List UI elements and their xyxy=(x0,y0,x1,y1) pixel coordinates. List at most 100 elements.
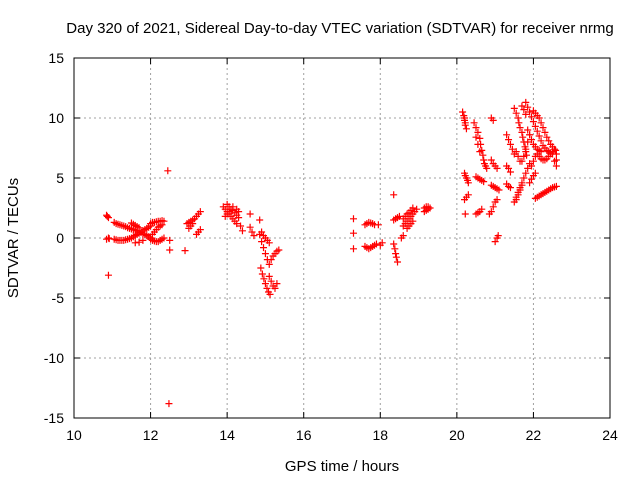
data-point xyxy=(480,178,488,186)
data-point xyxy=(476,148,484,156)
data-point xyxy=(512,109,520,117)
data-point xyxy=(372,240,380,248)
data-point xyxy=(524,103,532,111)
data-point xyxy=(537,148,545,156)
data-point xyxy=(526,131,534,139)
data-point xyxy=(472,133,480,141)
x-tick-label: 16 xyxy=(296,427,312,443)
data-point xyxy=(390,191,398,199)
data-point xyxy=(508,145,516,153)
data-point xyxy=(518,128,526,136)
data-point xyxy=(506,168,514,176)
y-tick-label: 0 xyxy=(56,230,64,246)
data-point xyxy=(539,124,547,132)
data-point xyxy=(392,253,400,261)
data-point xyxy=(261,280,269,288)
data-point xyxy=(537,137,545,145)
data-point xyxy=(374,221,382,229)
data-point xyxy=(461,119,469,127)
x-tick-label: 12 xyxy=(143,427,159,443)
data-point xyxy=(510,104,518,112)
data-point xyxy=(260,244,268,252)
data-point xyxy=(424,203,432,211)
data-point xyxy=(391,245,399,253)
data-point xyxy=(489,203,497,211)
data-point xyxy=(552,146,560,154)
data-point xyxy=(196,226,204,234)
data-point xyxy=(258,270,266,278)
data-point xyxy=(537,119,545,127)
plot-frame xyxy=(73,57,611,419)
data-point xyxy=(378,239,386,247)
data-point xyxy=(552,182,560,190)
data-point xyxy=(524,164,532,172)
data-point xyxy=(104,214,112,222)
data-point xyxy=(263,284,271,292)
y-tick-label: -10 xyxy=(44,350,64,366)
data-point xyxy=(238,227,246,235)
data-point xyxy=(526,179,534,187)
x-tick-label: 10 xyxy=(66,427,82,443)
data-point xyxy=(474,128,482,136)
data-point xyxy=(516,186,524,194)
data-point xyxy=(189,220,197,228)
x-axis-label: GPS time / hours xyxy=(285,458,399,475)
data-point xyxy=(103,212,111,220)
x-tick-label: 14 xyxy=(219,427,235,443)
data-point xyxy=(552,156,560,164)
data-point xyxy=(476,134,484,142)
data-point xyxy=(390,240,398,248)
data-point xyxy=(524,138,532,146)
data-point xyxy=(520,152,528,160)
data-point xyxy=(506,140,514,148)
data-point xyxy=(505,136,513,144)
data-point xyxy=(543,133,551,141)
data-point xyxy=(487,208,495,216)
data-point xyxy=(409,217,417,225)
data-point xyxy=(522,145,530,153)
data-point xyxy=(529,118,537,126)
data-point xyxy=(528,113,536,121)
data-point xyxy=(464,179,472,187)
data-point xyxy=(522,98,530,106)
data-point xyxy=(512,196,520,204)
data-point xyxy=(533,127,541,135)
data-point xyxy=(470,119,478,127)
data-point xyxy=(257,264,265,272)
y-tick-labels: 15 10 5 0 -5 -10 -15 xyxy=(44,50,64,426)
data-point xyxy=(181,247,189,255)
data-point xyxy=(271,284,279,292)
data-point xyxy=(462,125,470,133)
data-point xyxy=(491,238,499,246)
data-point xyxy=(535,114,543,122)
data-point xyxy=(250,232,258,240)
data-point xyxy=(258,238,266,246)
data-point xyxy=(495,186,503,194)
data-point xyxy=(519,133,527,141)
data-point xyxy=(135,238,143,246)
data-point xyxy=(246,210,254,218)
x-tick-label: 20 xyxy=(449,427,465,443)
data-point xyxy=(233,220,241,228)
y-tick-label: -5 xyxy=(52,290,65,306)
data-point xyxy=(461,114,469,122)
data-point xyxy=(235,214,243,222)
data-point xyxy=(349,245,357,253)
data-point xyxy=(512,148,520,156)
data-point xyxy=(237,222,245,230)
data-point xyxy=(520,174,528,182)
y-tick-label: -15 xyxy=(44,410,64,426)
data-point xyxy=(522,169,530,177)
data-point xyxy=(494,232,502,240)
data-point xyxy=(478,205,486,213)
x-tick-label: 22 xyxy=(526,427,542,443)
data-point xyxy=(489,116,497,124)
data-point xyxy=(399,232,407,240)
data-point xyxy=(516,124,524,132)
data-point xyxy=(248,228,256,236)
data-point xyxy=(493,164,501,172)
data-point xyxy=(503,131,511,139)
data-point xyxy=(392,250,400,258)
data-point xyxy=(256,216,264,224)
data-point xyxy=(160,234,168,242)
